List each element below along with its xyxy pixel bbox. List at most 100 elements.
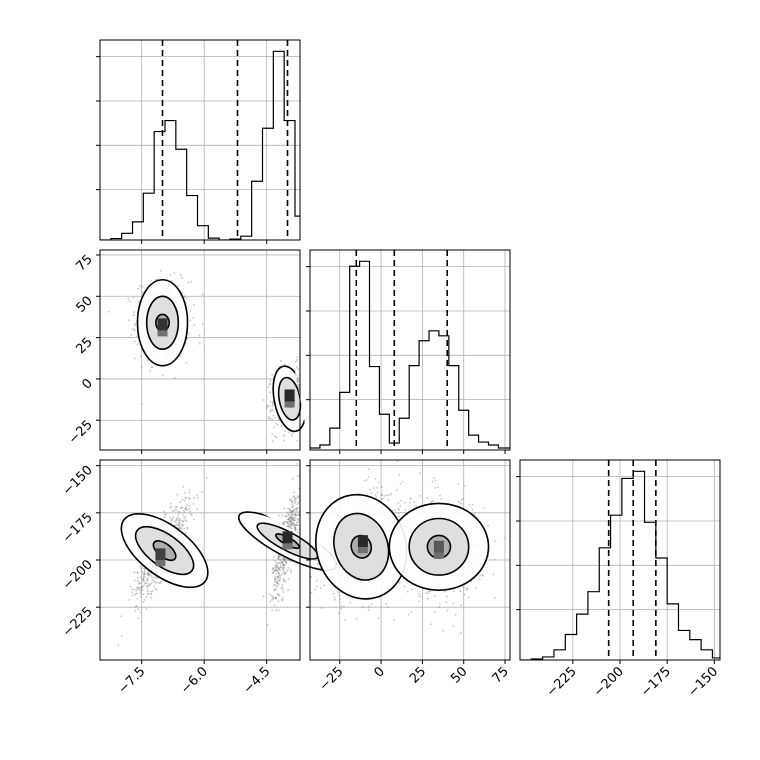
- sample-point: [180, 527, 183, 530]
- x-tick-label: −225: [544, 664, 580, 700]
- sample-point: [280, 425, 283, 427]
- sample-point: [177, 523, 180, 526]
- sample-point: [155, 576, 158, 579]
- sample-point: [493, 596, 496, 599]
- sample-point: [297, 514, 300, 517]
- sample-point: [413, 501, 416, 504]
- sample-point: [301, 371, 303, 373]
- sample-point: [193, 497, 196, 500]
- sample-point: [281, 586, 284, 588]
- sample-point: [133, 571, 136, 574]
- sample-point: [459, 501, 462, 504]
- sample-point: [170, 505, 173, 508]
- sample-point: [300, 613, 302, 615]
- sample-point: [401, 480, 404, 483]
- sample-point: [315, 579, 318, 582]
- sample-point: [418, 595, 421, 598]
- sample-point: [460, 632, 462, 634]
- sample-point: [133, 588, 136, 591]
- sample-point: [286, 518, 289, 521]
- y-tick-label: 25: [74, 335, 96, 357]
- sample-point: [177, 510, 180, 513]
- sample-point: [305, 383, 307, 385]
- sample-point: [380, 494, 383, 497]
- sample-point: [185, 296, 188, 299]
- panel-frame: [99, 39, 301, 241]
- sample-point: [161, 374, 164, 377]
- sample-point: [287, 589, 290, 591]
- sample-point: [144, 571, 146, 573]
- sample-point: [475, 587, 477, 589]
- sample-point: [337, 591, 340, 594]
- sample-point: [302, 514, 304, 516]
- sample-point: [296, 378, 299, 380]
- sample-point: [442, 629, 445, 632]
- sample-point: [144, 581, 147, 584]
- sample-point: [178, 521, 180, 524]
- sample-point: [140, 567, 143, 569]
- sample-point: [182, 486, 185, 488]
- sample-point: [151, 576, 153, 579]
- sample-point: [171, 518, 174, 520]
- sample-point: [178, 521, 181, 524]
- sample-point: [283, 433, 286, 436]
- x-tick-label: −150: [685, 664, 721, 700]
- sample-point: [157, 582, 160, 584]
- sample-point: [399, 505, 402, 508]
- sample-point: [192, 317, 195, 319]
- sample-point: [133, 329, 136, 332]
- sample-point: [271, 374, 273, 376]
- sample-point: [419, 494, 422, 497]
- sample-point: [296, 356, 299, 358]
- x-tick-label: −200: [591, 664, 627, 700]
- sample-point: [271, 609, 273, 612]
- sample-point: [141, 571, 143, 573]
- sample-point: [138, 582, 141, 584]
- sample-point: [174, 524, 177, 527]
- density-peak-cell: [282, 531, 293, 544]
- sample-point: [286, 569, 289, 572]
- sample-point: [170, 519, 173, 522]
- sample-point: [297, 379, 299, 382]
- sample-point: [140, 585, 143, 588]
- sample-point: [295, 528, 298, 531]
- sample-point: [284, 462, 286, 464]
- sample-point: [147, 588, 149, 591]
- sample-point: [503, 537, 506, 539]
- sample-point: [132, 296, 135, 299]
- sample-point: [301, 498, 303, 500]
- sample-point: [272, 414, 275, 417]
- sample-point: [192, 502, 195, 505]
- sample-point: [141, 585, 144, 588]
- panel-frame: [99, 249, 301, 451]
- sample-point: [132, 314, 135, 317]
- density-cell: [433, 552, 444, 559]
- sample-point: [295, 517, 297, 519]
- sample-point: [460, 604, 463, 607]
- sample-point: [338, 594, 340, 597]
- sample-point: [186, 508, 189, 511]
- sample-point: [151, 579, 154, 581]
- sample-point: [296, 366, 298, 369]
- sample-point: [177, 513, 180, 515]
- sample-point: [147, 572, 149, 575]
- sample-point: [418, 600, 421, 603]
- sample-point: [177, 284, 179, 287]
- sample-point: [274, 570, 277, 572]
- sample-point: [276, 424, 279, 426]
- sample-point: [140, 587, 142, 589]
- sample-point: [163, 516, 166, 519]
- sample-point: [169, 506, 172, 509]
- sample-point: [145, 596, 148, 598]
- sample-point: [294, 500, 297, 503]
- sample-point: [271, 418, 274, 421]
- sample-point: [303, 498, 305, 500]
- sample-point: [310, 575, 313, 578]
- sample-point: [271, 402, 274, 405]
- sample-point: [192, 303, 195, 306]
- sample-point: [334, 598, 337, 601]
- sample-point: [305, 409, 307, 411]
- sample-point: [186, 503, 188, 506]
- sample-point: [160, 580, 162, 583]
- sample-point: [333, 596, 336, 599]
